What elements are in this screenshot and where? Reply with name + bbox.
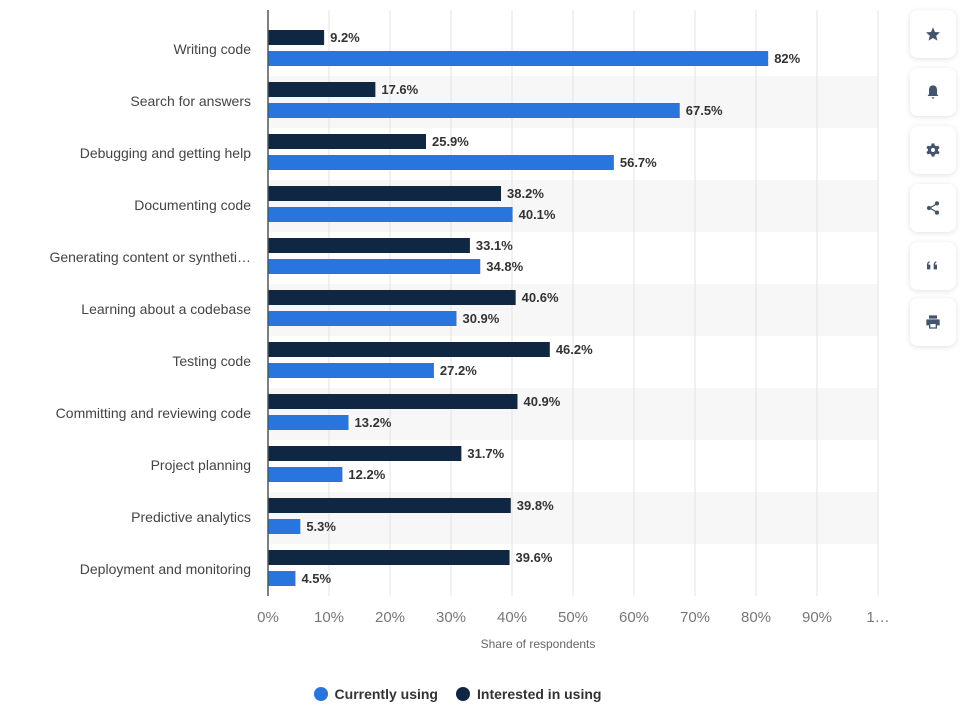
data-label: 56.7% — [620, 155, 657, 170]
data-label: 13.2% — [355, 415, 392, 430]
data-label: 5.3% — [306, 519, 336, 534]
share-icon — [926, 201, 940, 215]
legend: Currently using Interested in using — [0, 686, 915, 702]
bar-current — [268, 103, 680, 118]
bar-interested — [268, 550, 510, 565]
print-button[interactable] — [910, 298, 956, 346]
star-icon — [926, 27, 940, 41]
bar-interested — [268, 30, 325, 45]
category-label: Search for answers — [130, 93, 251, 109]
data-label: 82% — [774, 51, 800, 66]
category-label: Documenting code — [134, 197, 251, 213]
share-button[interactable] — [910, 184, 956, 232]
data-label: 34.8% — [486, 259, 523, 274]
cite-button[interactable] — [910, 242, 956, 290]
bar-interested — [268, 446, 462, 461]
bar-current — [268, 467, 343, 482]
bar-interested — [268, 394, 518, 409]
bar-interested — [268, 238, 470, 253]
legend-item-interested-in-using[interactable]: Interested in using — [456, 686, 601, 702]
x-tick-label: 0% — [257, 609, 279, 626]
bar-current — [268, 571, 296, 586]
data-label: 12.2% — [348, 467, 385, 482]
category-label: Project planning — [151, 457, 251, 473]
data-label: 17.6% — [381, 82, 418, 97]
bar-interested — [268, 186, 502, 201]
data-label: 40.1% — [519, 207, 556, 222]
x-tick-label: 1… — [866, 609, 889, 626]
bar-current — [268, 415, 349, 430]
legend-dot — [313, 687, 328, 701]
legend-dot — [456, 687, 470, 701]
category-label: Committing and reviewing code — [56, 405, 252, 421]
bar-current — [268, 259, 481, 274]
data-label: 39.8% — [517, 498, 554, 513]
x-tick-label: 70% — [680, 609, 710, 626]
data-label: 38.2% — [507, 186, 544, 201]
x-tick-label: 20% — [375, 609, 405, 626]
data-label: 67.5% — [686, 103, 723, 118]
bar-current — [268, 519, 301, 534]
bell-icon — [927, 85, 939, 99]
legend-label: Interested in using — [477, 686, 602, 702]
category-label: Writing code — [173, 41, 251, 57]
bar-interested — [268, 82, 376, 97]
gear-icon — [926, 143, 940, 157]
x-tick-label: 90% — [802, 609, 832, 626]
data-label: 40.9% — [523, 394, 560, 409]
x-tick-label: 30% — [436, 609, 466, 626]
category-label: Debugging and getting help — [80, 145, 251, 161]
category-label: Testing code — [172, 353, 251, 369]
category-label: Predictive analytics — [131, 509, 251, 525]
favorite-button[interactable] — [910, 10, 956, 58]
data-label: 4.5% — [301, 571, 331, 586]
bar-current — [268, 155, 614, 170]
data-label: 39.6% — [516, 550, 553, 565]
bar-interested — [268, 498, 511, 513]
bar-interested — [268, 134, 426, 149]
bar-current — [268, 51, 769, 66]
settings-button[interactable] — [910, 126, 956, 174]
category-label: Learning about a codebase — [81, 301, 251, 317]
data-label: 9.2% — [330, 30, 360, 45]
bar-current — [268, 363, 434, 378]
notification-button[interactable] — [910, 68, 956, 116]
category-label: Generating content or syntheti… — [49, 249, 251, 265]
data-label: 33.1% — [476, 238, 513, 253]
category-label: Deployment and monitoring — [80, 561, 251, 577]
bar-interested — [268, 290, 516, 305]
data-label: 30.9% — [462, 311, 499, 326]
legend-label: Currently using — [334, 686, 438, 702]
data-label: 27.2% — [440, 363, 477, 378]
x-tick-label: 80% — [741, 609, 771, 626]
x-tick-label: 40% — [497, 609, 527, 626]
data-label: 31.7% — [467, 446, 504, 461]
data-label: 46.2% — [556, 342, 593, 357]
data-label: 40.6% — [522, 290, 559, 305]
data-label: 25.9% — [432, 134, 469, 149]
print-icon — [926, 315, 940, 329]
legend-item-currently-using[interactable]: Currently using — [313, 686, 438, 702]
x-tick-label: 50% — [558, 609, 588, 626]
bar-current — [268, 311, 457, 326]
x-tick-label: 10% — [314, 609, 344, 626]
bar-current — [268, 207, 513, 222]
quote-icon — [927, 261, 937, 270]
x-axis-title: Share of respondents — [481, 637, 596, 651]
bar-interested — [268, 342, 550, 357]
x-tick-label: 60% — [619, 609, 649, 626]
